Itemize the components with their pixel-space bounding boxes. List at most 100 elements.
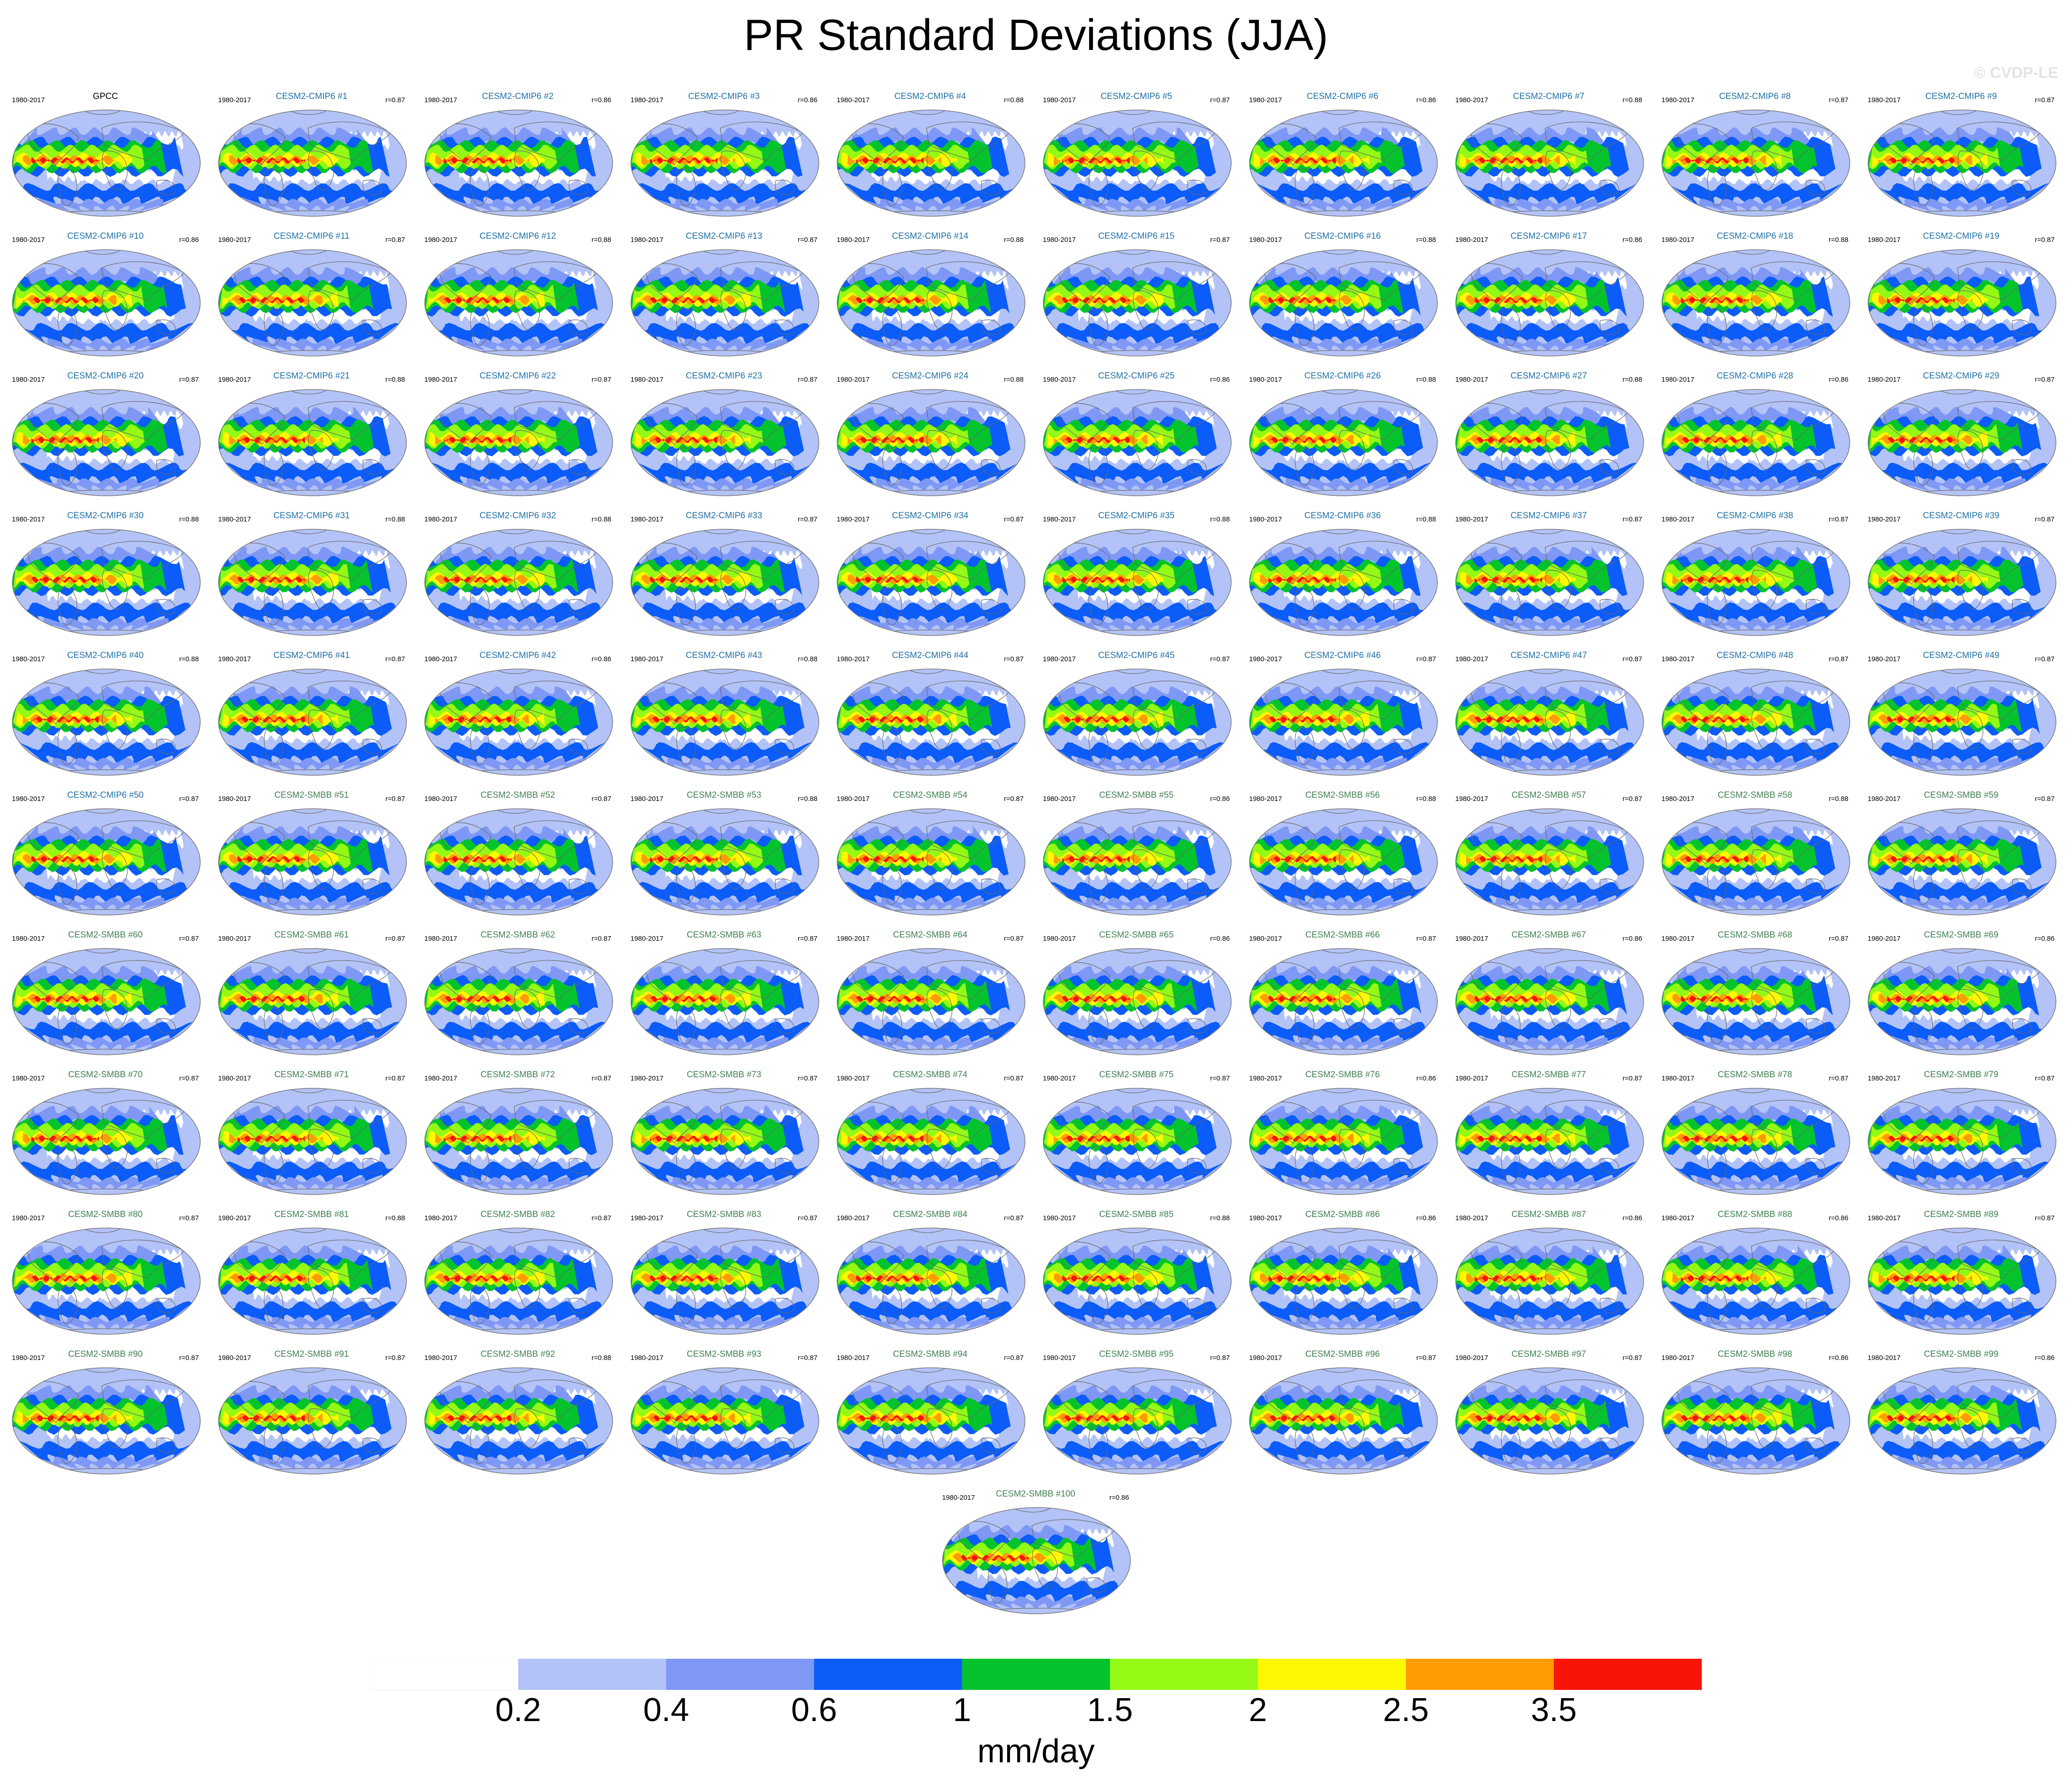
panel-label: CESM2-CMIP6 #19 <box>1923 231 2000 241</box>
coastline <box>57 1286 77 1324</box>
panel-period: 1980-2017 <box>1043 1075 1076 1082</box>
panel-period: 1980-2017 <box>218 1354 251 1362</box>
world-map <box>1249 1367 1438 1475</box>
coastline <box>882 307 902 346</box>
storm-track-shape <box>38 198 168 211</box>
panel-label: CESM2-SMBB #56 <box>1305 790 1380 800</box>
world-map <box>1661 669 1850 776</box>
coastline <box>1727 949 1771 954</box>
map-border <box>12 529 201 636</box>
panel-label: CESM2-SMBB #87 <box>1511 1210 1586 1219</box>
coastline <box>26 962 79 1004</box>
map-panel: 1980-2017 CESM2-SMBB #88 r=0.86 <box>1654 1210 1856 1343</box>
coastline <box>26 403 79 445</box>
storm-track-shape <box>1077 1457 1204 1469</box>
storm-track-shape <box>1056 742 1224 763</box>
map-border <box>424 808 613 916</box>
storm-track-shape <box>1692 1456 1818 1469</box>
coastline <box>1957 401 2040 440</box>
coastline <box>1088 447 1108 486</box>
coastline <box>676 1286 696 1324</box>
coastline <box>569 1298 588 1313</box>
coastline <box>1315 949 1358 954</box>
rain-belt-shape <box>1062 157 1130 164</box>
coastline <box>1469 822 1523 865</box>
panel-correlation: r=0.87 <box>1623 655 1642 663</box>
coastline <box>882 168 902 206</box>
coastline <box>1751 1100 1834 1139</box>
panel-label: CESM2-CMIP6 #15 <box>1098 231 1175 241</box>
panel-label: CESM2-CMIP6 #3 <box>688 92 760 101</box>
coastline <box>156 1298 176 1313</box>
coastline <box>1187 739 1207 754</box>
coastline <box>1469 1102 1523 1144</box>
coastline <box>1469 263 1523 306</box>
rain-belt-shape <box>650 1275 718 1282</box>
world-map <box>1455 669 1644 776</box>
panel-label: CESM2-SMBB #59 <box>1924 790 1999 800</box>
map-panel: 1980-2017 CESM2-CMIP6 #30 r=0.88 <box>5 511 206 644</box>
coastline <box>57 587 77 625</box>
panel-label: CESM2-SMBB #84 <box>893 1210 968 1219</box>
panel-label: CESM2-CMIP6 #16 <box>1304 231 1381 241</box>
dry-zone-shape <box>1104 305 1207 324</box>
coastline <box>1263 1381 1316 1424</box>
storm-track-shape <box>231 323 399 344</box>
panel-period: 1980-2017 <box>1249 1075 1282 1082</box>
rain-belt-shape <box>435 155 529 165</box>
map-border <box>218 808 407 916</box>
coastline <box>1600 180 1619 195</box>
coastline <box>1806 739 1825 754</box>
panel-period: 1980-2017 <box>1455 1354 1488 1362</box>
rain-belt-shape <box>961 1555 1029 1562</box>
coastline <box>1315 250 1358 255</box>
panel-label: CESM2-SMBB #92 <box>480 1349 555 1359</box>
map-border <box>837 1088 1025 1195</box>
world-map <box>1455 948 1644 1055</box>
map-border <box>218 1088 407 1195</box>
coastline <box>1881 263 1935 306</box>
coastline <box>926 1408 953 1448</box>
storm-track-shape <box>1068 1316 1199 1329</box>
panel-period: 1980-2017 <box>12 96 45 104</box>
panel-correlation: r=0.88 <box>1829 795 1848 803</box>
map-border <box>12 1088 201 1195</box>
rain-belt-shape <box>641 1273 735 1283</box>
panel-correlation: r=0.86 <box>179 236 199 244</box>
coastline <box>1913 866 1933 905</box>
storm-track-shape <box>645 323 810 344</box>
map-panel: 1980-2017 CESM2-SMBB #59 r=0.87 <box>1860 790 2062 923</box>
coastline <box>438 1241 492 1284</box>
rain-belt-shape <box>237 576 305 583</box>
storm-track-shape <box>1694 199 1825 211</box>
coastline <box>850 682 904 725</box>
map-panel: 1980-2017 CESM2-SMBB #73 r=0.87 <box>623 1070 825 1203</box>
rain-belt-shape <box>856 576 924 583</box>
colorbar-tick-label: 0.4 <box>643 1692 689 1728</box>
panel-correlation: r=0.86 <box>1623 236 1642 244</box>
panel-correlation: r=0.88 <box>385 1214 405 1222</box>
coastline <box>720 1239 803 1279</box>
panel-correlation: r=0.87 <box>1416 655 1436 663</box>
coastline <box>926 1268 953 1309</box>
storm-track-shape <box>1881 1161 2049 1183</box>
panel-label: CESM2-SMBB #99 <box>1924 1349 1999 1359</box>
coastline <box>284 250 327 255</box>
coastline <box>1751 261 1834 301</box>
coastline <box>1751 989 1777 1029</box>
coastline <box>569 599 588 614</box>
panel-correlation: r=0.88 <box>1210 1214 1230 1222</box>
panel-label: CESM2-CMIP6 #47 <box>1510 651 1587 660</box>
coastline <box>1600 1298 1619 1313</box>
storm-track-shape <box>1481 338 1611 351</box>
map-panel: 1980-2017 CESM2-SMBB #97 r=0.87 <box>1448 1349 1650 1482</box>
map-border <box>1249 808 1438 916</box>
storm-track-shape <box>1875 602 2046 624</box>
storm-track-shape <box>1072 1037 1199 1050</box>
panel-period: 1980-2017 <box>1868 655 1901 663</box>
map-border <box>1868 529 2056 636</box>
coastline <box>1469 403 1523 445</box>
storm-track-shape <box>437 965 573 987</box>
storm-track-shape <box>44 1316 170 1329</box>
coastline <box>644 1381 698 1424</box>
